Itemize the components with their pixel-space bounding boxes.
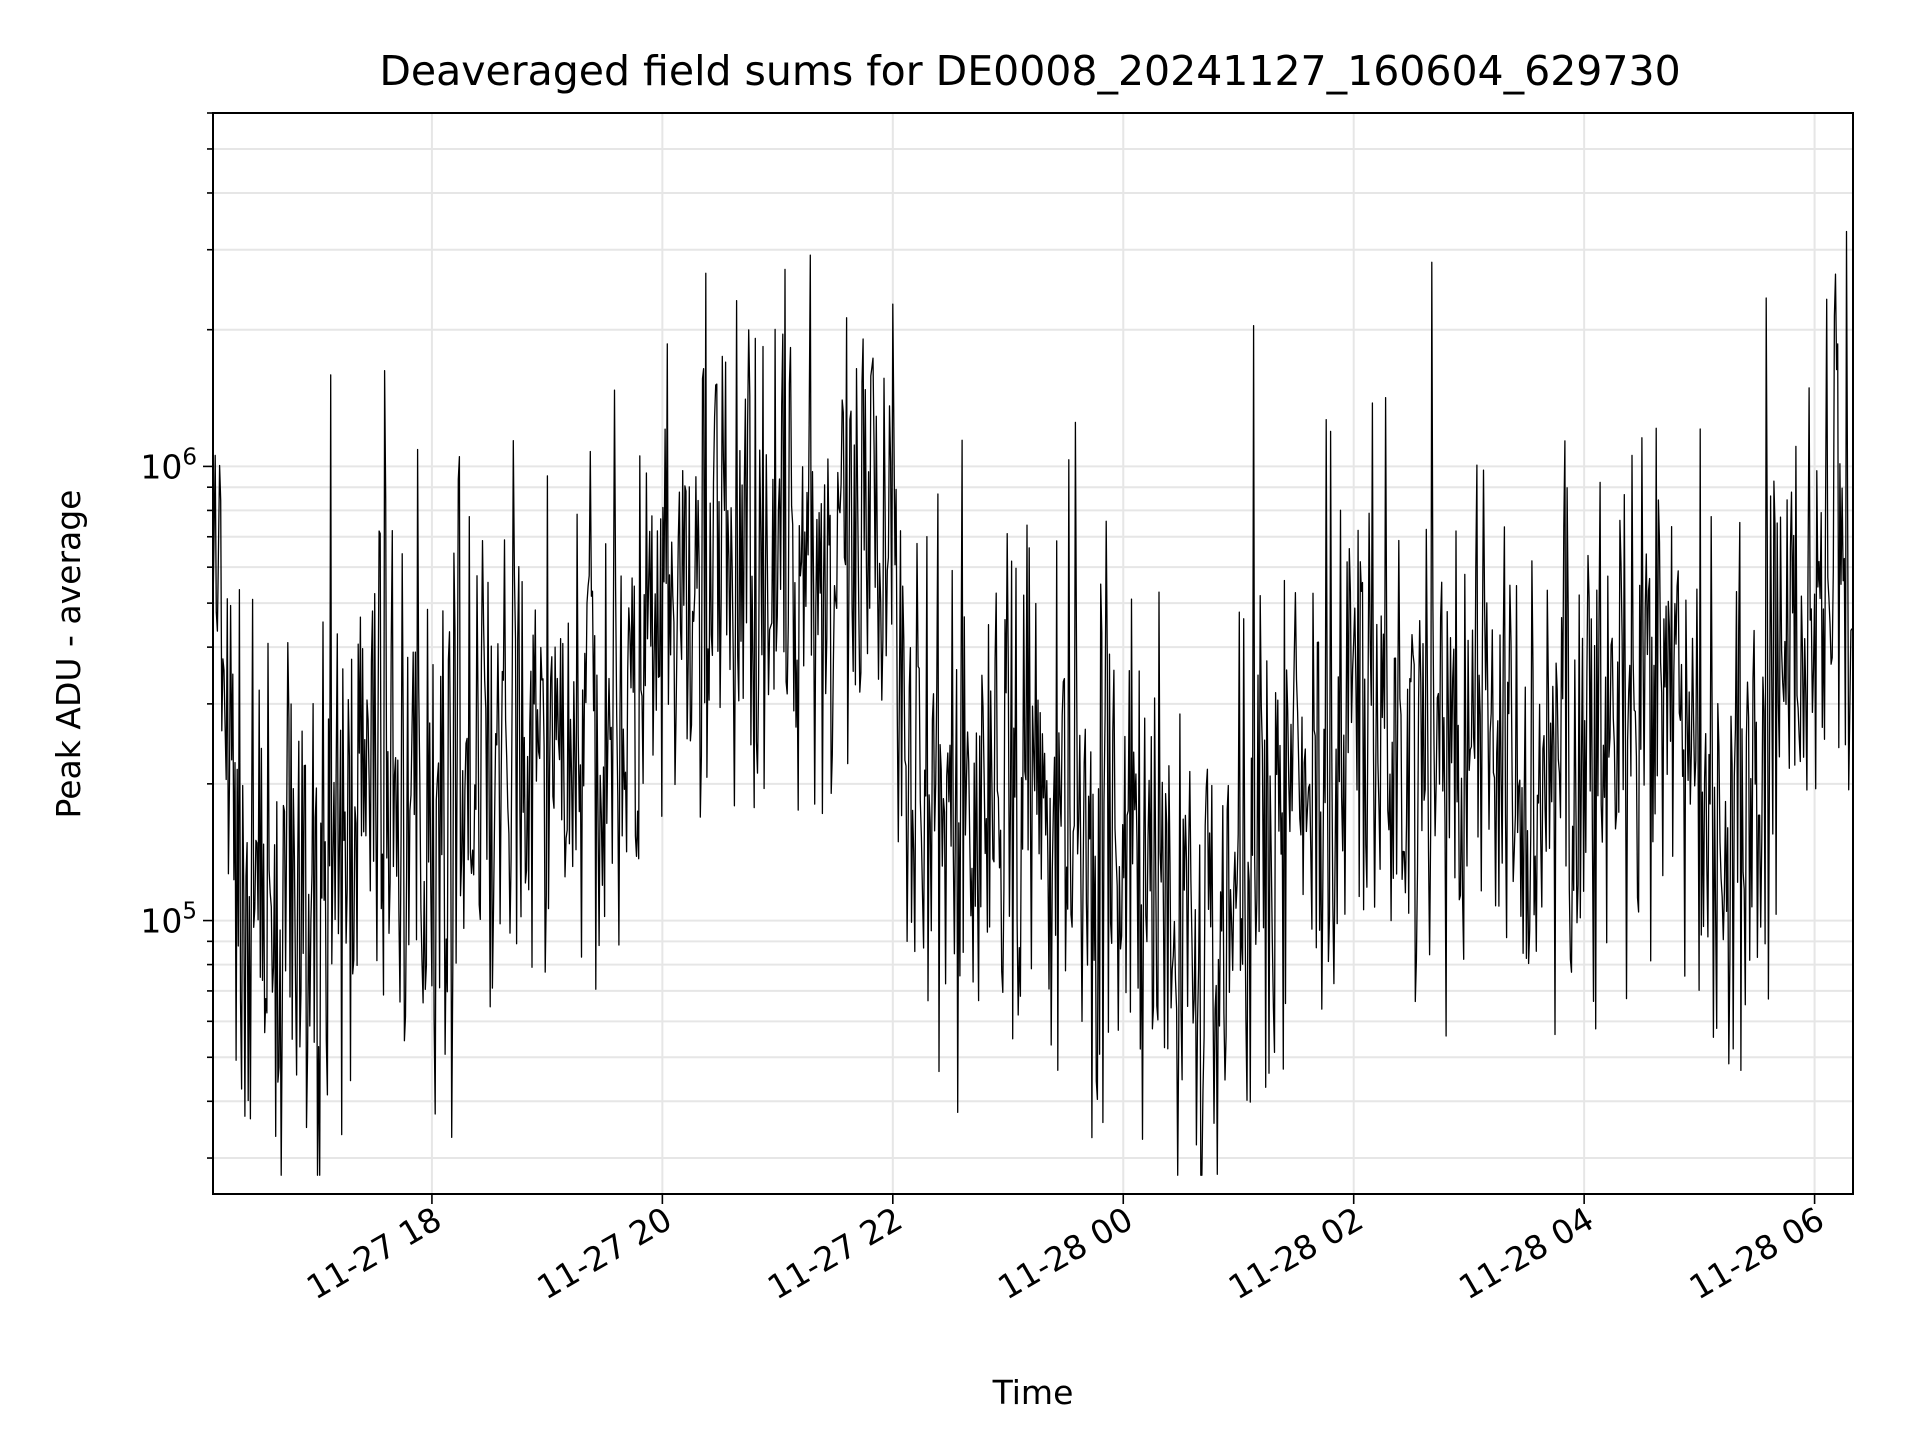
chart-title: Deaveraged field sums for DE0008_2024112…	[379, 47, 1680, 95]
x-tick-label: 11-28 06	[1683, 1199, 1831, 1307]
x-tick-label: 11-27 20	[530, 1199, 678, 1307]
y-axis-label: Peak ADU - average	[49, 490, 88, 819]
x-tick-label: 11-28 02	[1222, 1199, 1370, 1307]
y-tick-label: 105	[140, 899, 197, 941]
y-tick-base: 10	[140, 902, 182, 941]
y-tick-exponent: 5	[182, 899, 197, 925]
y-tick-exponent: 6	[182, 444, 197, 470]
y-tick-label: 106	[140, 444, 197, 486]
x-tick-label: 11-27 22	[761, 1199, 909, 1307]
x-tick-label: 11-27 18	[300, 1199, 448, 1307]
plot-frame	[212, 112, 1854, 1195]
x-tick-label: 11-28 04	[1452, 1199, 1600, 1307]
y-tick-base: 10	[140, 447, 182, 486]
x-axis-label: Time	[992, 1373, 1074, 1412]
plot-area	[212, 230, 1853, 1176]
x-tick-label: 11-28 00	[991, 1199, 1139, 1307]
series-line	[212, 230, 1853, 1176]
x-axis: 11-27 18 11-27 20 11-27 22 11-28 00 11-28 02…	[300, 1194, 1831, 1307]
